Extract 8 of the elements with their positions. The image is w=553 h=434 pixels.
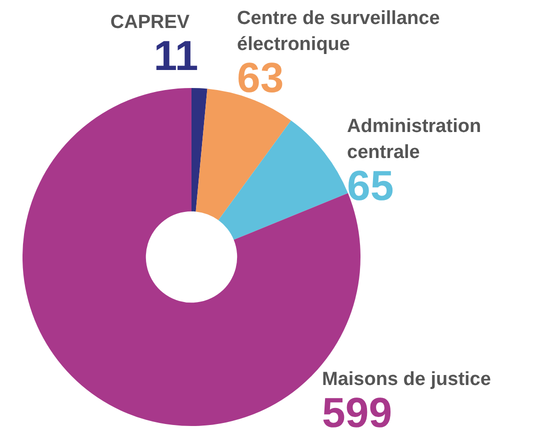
slice-label: Maisons de justice (322, 369, 491, 390)
data-label: 599 (322, 389, 392, 434)
slice-label: CAPREV (110, 12, 190, 33)
slice-label: Centre de surveillance électronique (237, 8, 440, 55)
data-label: 63 (237, 54, 284, 101)
slice-label: Administration centrale (347, 116, 482, 163)
data-label: 65 (347, 162, 394, 209)
data-label: 11 (154, 32, 198, 79)
